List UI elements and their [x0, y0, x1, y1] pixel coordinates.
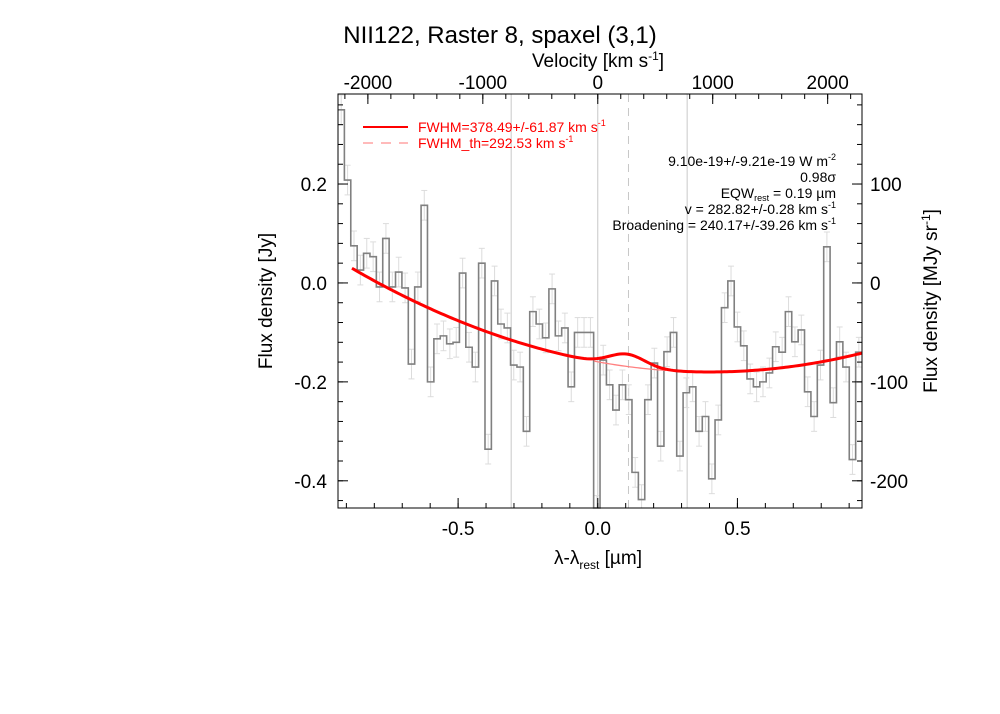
- x-tick-label: 0.0: [585, 519, 611, 540]
- plot-frame: [337, 93, 863, 509]
- vertical-lines: [510, 94, 688, 508]
- right-tick-label: 100: [870, 175, 902, 196]
- y-tick-label: -0.4: [294, 472, 327, 493]
- right-tick-label: -100: [870, 373, 908, 394]
- annotation-flux: 9.10e-19+/-9.21e-19 W m-2: [668, 152, 836, 169]
- spectrum-histogram: [338, 109, 863, 509]
- right-tick-label: -200: [870, 472, 908, 493]
- top-tick-label: 2000: [807, 73, 849, 94]
- legend: FWHM=378.49+/-61.87 km s-1 FWHM_th=292.5…: [363, 118, 606, 151]
- y-tick-label: 0.0: [301, 274, 327, 295]
- legend-fit-label: FWHM=378.49+/-61.87 km s-1: [418, 118, 606, 135]
- y-axis-label: Flux density [Jy]: [256, 233, 277, 369]
- baseline-th-curve: [594, 360, 666, 372]
- top-tick-label: 1000: [692, 73, 734, 94]
- fit-annotations: 9.10e-19+/-9.21e-19 W m-2 0.98σ EQWrest …: [612, 152, 836, 233]
- y-tick-label: -0.2: [294, 373, 327, 394]
- top-tick-label: -1000: [459, 73, 508, 94]
- fit-curve: [351, 266, 863, 374]
- annotation-sigma: 0.98σ: [800, 169, 836, 185]
- x-axis-label: λ-λrest [µm]: [554, 548, 642, 572]
- chart-title: NII122, Raster 8, spaxel (3,1): [343, 22, 656, 49]
- x-tick-label: -0.5: [442, 519, 475, 540]
- right-tick-label: 0: [870, 274, 881, 295]
- legend-th-label: FWHM_th=292.53 km s-1: [418, 134, 573, 151]
- annotation-eqw: EQWrest = 0.19 µm: [721, 185, 836, 203]
- right-y-axis-label: Flux density [MJy sr-1]: [919, 209, 942, 393]
- top-axis-label: Velocity [km s-1]: [532, 49, 664, 72]
- x-tick-label: 0.5: [724, 519, 750, 540]
- top-tick-label: -2000: [344, 73, 393, 94]
- top-tick-label: 0: [592, 73, 603, 94]
- annotation-broadening: Broadening = 240.17+/-39.26 km s-1: [612, 216, 836, 233]
- axis-ticks: -0.5 0.0 0.50.20.0-0.2-0.4-2000 -1000 0 1000 2…: [294, 73, 908, 540]
- annotation-velocity: v = 282.82+/-0.28 km s-1: [685, 200, 836, 217]
- y-tick-label: 0.2: [301, 175, 327, 196]
